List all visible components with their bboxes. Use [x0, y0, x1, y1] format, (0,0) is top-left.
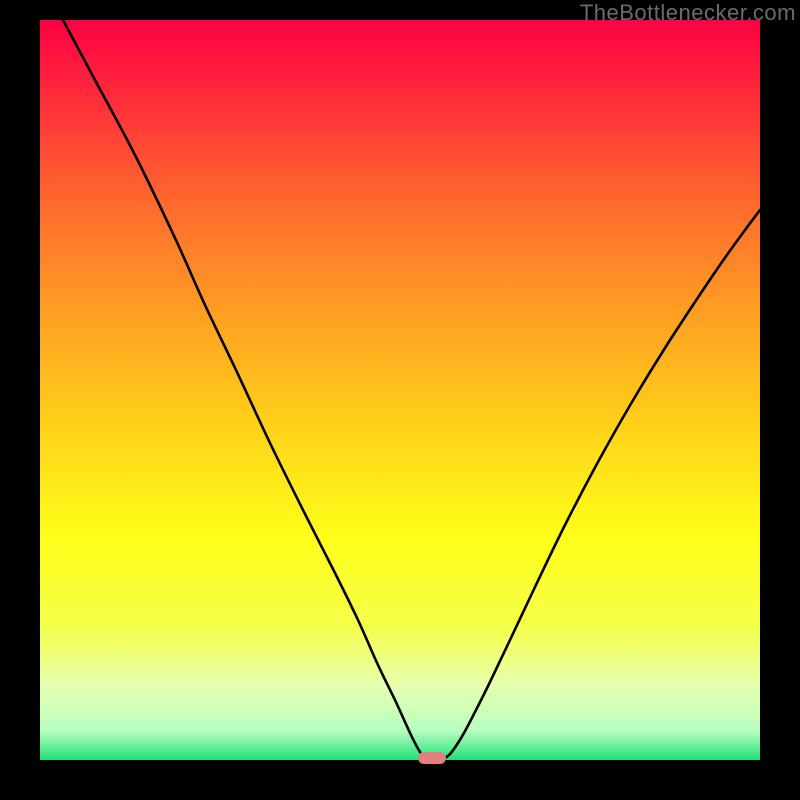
bottleneck-chart: [0, 0, 800, 800]
chart-stage: TheBottlenecker.com: [0, 0, 800, 800]
plot-area: [40, 20, 760, 760]
min-marker: [418, 752, 446, 764]
